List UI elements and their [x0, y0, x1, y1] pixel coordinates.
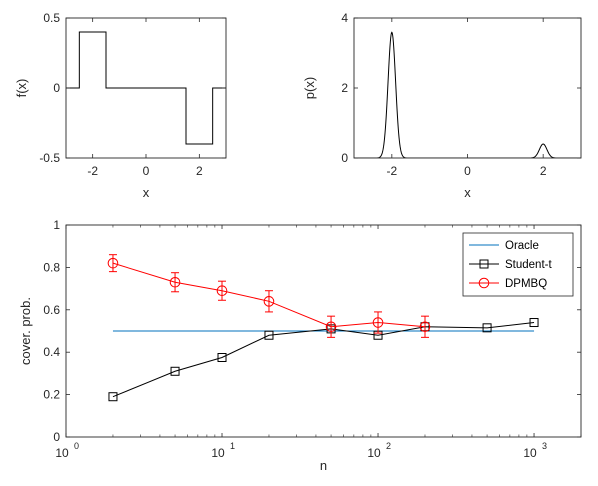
dpmbq-point: [372, 317, 384, 328]
x-tick-label: -2: [386, 164, 397, 178]
y-tick-label: 0: [341, 151, 348, 165]
x-tick-label: 0: [464, 164, 471, 178]
x-axis-label: x: [464, 185, 471, 200]
series-0-line: [66, 31, 226, 145]
x-tick-label: 0: [143, 164, 150, 178]
plot-area: [107, 254, 539, 402]
x-tick-label: 2: [540, 164, 547, 178]
dpmbq-point: [169, 276, 181, 288]
dpmbq-point: [325, 321, 337, 333]
y-tick-label: 0.4: [43, 345, 60, 359]
legend-label-student-t: Student-t: [505, 259, 552, 271]
x-tick-exponent: 0: [74, 441, 79, 451]
y-axis-label: p(x): [302, 77, 317, 99]
student-t-point: [264, 330, 274, 340]
x-tick-label: 10: [523, 446, 537, 460]
y-axis-label: f(x): [14, 79, 29, 98]
legend-label-dpmbq: DPMBQ: [505, 278, 547, 290]
panel-fx: -2 0 2 -0.5 0 0.5 x f(x): [14, 11, 227, 200]
y-tick-label: 0.2: [43, 388, 60, 402]
y-tick-label: 2: [341, 81, 348, 95]
student-t-point: [170, 366, 180, 376]
legend-item-dpmbq: DPMBQ: [469, 277, 547, 290]
dpmbq-point: [419, 321, 431, 333]
x-tick-label: -2: [87, 164, 98, 178]
student-t-point: [529, 318, 539, 328]
x-tick-label: 10: [55, 446, 69, 460]
x-tick-exponent: 2: [386, 441, 391, 451]
y-tick-label: 4: [341, 11, 348, 25]
plot-area: [354, 31, 581, 158]
y-tick-label: 0: [53, 430, 60, 444]
legend-item-oracle: Oracle: [469, 240, 539, 252]
plot-area: [66, 31, 226, 145]
x-tick-label: 2: [196, 164, 203, 178]
legend-marker-student-t: [479, 259, 489, 269]
y-axis-label: cover. prob.: [18, 297, 33, 365]
dpmbq-point: [263, 296, 275, 307]
x-tick-exponent: 1: [230, 441, 235, 451]
y-tick-label: -0.5: [39, 151, 60, 165]
student-t-point: [108, 392, 118, 402]
x-tick-label: 10: [367, 446, 381, 460]
y-tick-label: 0.5: [43, 11, 60, 25]
legend-label-oracle: Oracle: [505, 240, 539, 252]
student-t-point: [482, 323, 492, 333]
axes-frame: [353, 17, 582, 159]
x-axis-label: n: [320, 458, 327, 473]
panel-px: -2 0 2 0 2 4 x p(x): [302, 11, 582, 200]
x-axis-label: x: [143, 185, 150, 200]
panel-coverage: 10 0 10 1 10 2 10 3 0 0.2 0.4 0.6 0.8 1 n cover. prob. O…: [18, 218, 582, 473]
student-t-line: [112, 322, 535, 398]
y-tick-label: 0: [53, 81, 60, 95]
series-0-line: [354, 31, 581, 158]
legend-marker-dpmbq: [478, 277, 490, 289]
y-tick-label: 0.6: [43, 303, 60, 317]
axes-frame: [65, 17, 227, 159]
x-tick-exponent: 3: [542, 441, 547, 451]
x-tick-label: 10: [211, 446, 225, 460]
legend-item-student-t: Student-t: [469, 259, 552, 271]
y-tick-label: 1: [53, 218, 60, 232]
y-tick-label: 0.8: [43, 260, 60, 274]
dpmbq-point: [216, 285, 228, 297]
legend: Oracle Student-t DPMBQ: [462, 232, 574, 297]
student-t-point: [217, 353, 227, 362]
dpmbq-point: [107, 257, 119, 269]
axes-frame: [65, 224, 582, 438]
